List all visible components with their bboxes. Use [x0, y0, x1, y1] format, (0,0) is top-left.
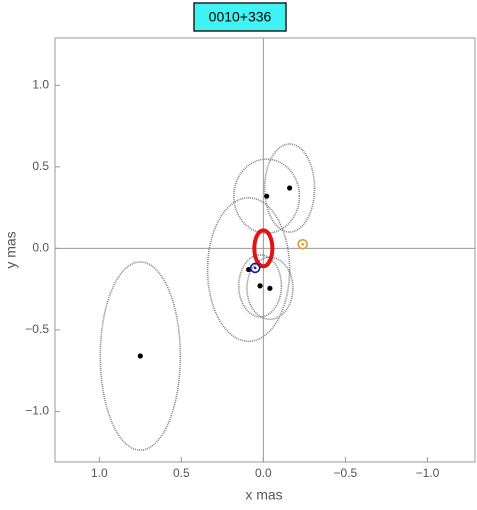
marker-ring [297, 238, 309, 250]
point [287, 185, 293, 191]
x-tick-label: −1.0 [416, 466, 440, 480]
error-ellipse [206, 197, 291, 343]
y-tick-label: −0.5 [25, 322, 49, 336]
point [137, 353, 143, 359]
marker-dot [301, 242, 305, 246]
x-tick-label: 0.5 [173, 466, 190, 480]
y-tick-label: 0.5 [32, 159, 49, 173]
point [257, 283, 263, 289]
error-ellipse [263, 143, 316, 233]
x-axis-label: x mas [245, 487, 282, 503]
error-ellipse [237, 254, 283, 318]
y-axis-label: y mas [3, 231, 19, 268]
error-ellipse [99, 261, 182, 451]
point [267, 285, 273, 291]
marker-dot [253, 266, 257, 270]
reference-ellipse [252, 228, 275, 269]
plot-frame [54, 37, 476, 463]
x-tick-label: 0.0 [255, 466, 272, 480]
y-tick-label: 1.0 [32, 77, 49, 91]
y-tick-label: −1.0 [25, 404, 49, 418]
marker-ring [249, 262, 261, 274]
x-tick-label: 1.0 [91, 466, 108, 480]
y-tick-label: 0.0 [32, 241, 49, 255]
point [264, 193, 270, 199]
title-box [193, 2, 287, 32]
error-ellipse [246, 256, 294, 321]
chart-title: 0010+336 [209, 9, 272, 25]
x-tick-label: −0.5 [334, 466, 358, 480]
